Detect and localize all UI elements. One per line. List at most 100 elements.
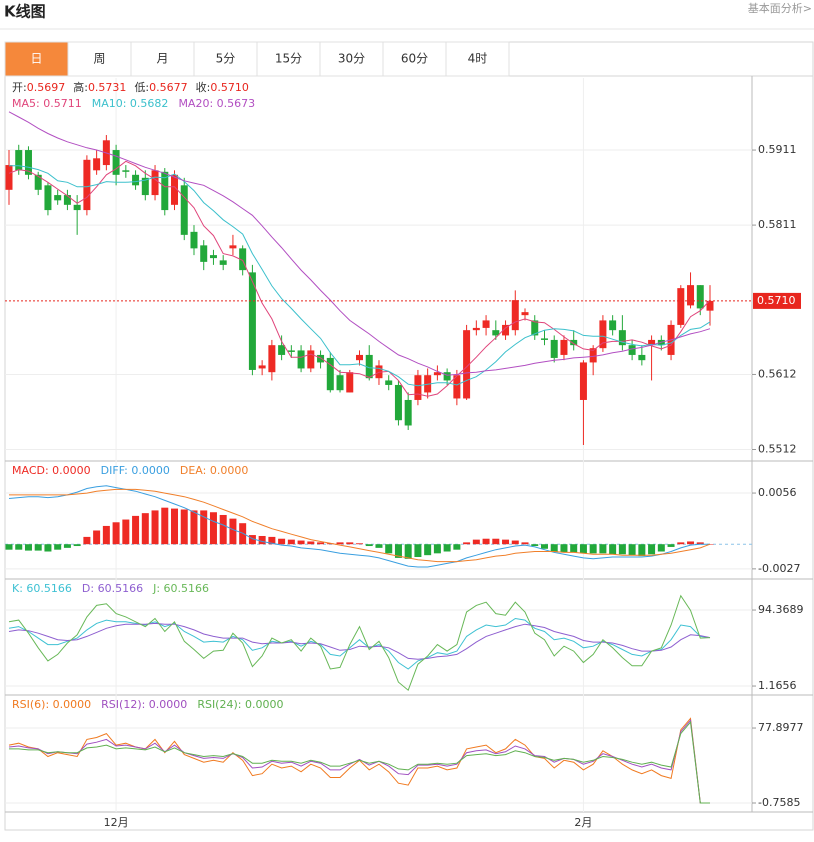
tab[interactable]	[4, 41, 69, 77]
x-tick-label: 12月	[104, 816, 129, 829]
candle-body	[521, 312, 529, 316]
macd-bar	[687, 541, 695, 545]
y-tick-label: 0.5911	[758, 143, 797, 156]
tab-label[interactable]: 4时	[468, 52, 488, 66]
macd-bar	[44, 544, 52, 552]
candle-body	[200, 245, 208, 262]
macd-bar	[258, 535, 266, 545]
legend-entry: DIFF: 0.0000	[101, 464, 170, 477]
tab[interactable]	[445, 41, 510, 77]
macd-bar	[54, 544, 62, 550]
y-tick-label: 0.5612	[758, 367, 797, 380]
candle-body	[132, 174, 140, 186]
macd-bar	[404, 544, 412, 559]
macd-bar	[696, 542, 704, 545]
macd-bar	[297, 540, 305, 545]
macd-bar	[443, 544, 451, 552]
candle-body	[433, 372, 441, 376]
candle-body	[463, 330, 471, 399]
candle-body	[15, 150, 23, 171]
candle-body	[151, 170, 159, 196]
tab[interactable]	[67, 41, 132, 77]
tab-label[interactable]: 月	[156, 52, 168, 66]
candle-body	[141, 177, 149, 196]
candle-body	[54, 195, 62, 201]
candle-body	[404, 399, 412, 426]
macd-bar	[560, 544, 568, 553]
candle-body	[209, 255, 217, 259]
macd-bar	[414, 544, 422, 557]
ohlc-value: 0.5710	[210, 81, 249, 94]
candle-body	[93, 158, 101, 171]
macd-bar	[5, 544, 13, 550]
macd-bar	[375, 544, 383, 548]
indicator-line	[8, 622, 711, 660]
candle-body	[219, 260, 227, 265]
candle-body	[297, 350, 305, 369]
candle-body	[394, 384, 402, 421]
candle-body	[229, 245, 237, 249]
macd-bar	[34, 544, 42, 551]
macd-bar	[618, 544, 626, 555]
candle-body	[161, 171, 169, 211]
candle-body	[317, 354, 325, 363]
candle-body	[268, 345, 276, 373]
candle-body	[63, 195, 71, 205]
macd-bar	[248, 535, 256, 545]
candle-body	[589, 348, 597, 363]
candle-body	[579, 362, 587, 400]
tab-label[interactable]: 30分	[338, 52, 365, 66]
indicator-line	[8, 111, 711, 376]
macd-bar	[628, 544, 636, 556]
ohlc-key: 高:	[73, 80, 88, 94]
y-tick-label: 0.0056	[758, 486, 797, 499]
candle-body	[239, 248, 247, 271]
tab-label[interactable]: 5分	[216, 52, 236, 66]
macd-bar	[93, 530, 101, 545]
legend-entry: K: 60.5166	[12, 582, 72, 595]
macd-bar	[521, 542, 529, 545]
candle-body	[307, 350, 315, 369]
page-title: K线图	[4, 3, 46, 21]
candle-body	[540, 338, 548, 340]
candle-body	[414, 375, 422, 400]
macd-bar	[63, 544, 71, 548]
candle-body	[628, 345, 636, 355]
macd-bar	[531, 544, 539, 547]
candle-body	[34, 174, 42, 190]
macd-bar	[677, 542, 685, 545]
candle-body	[83, 159, 91, 211]
fundamental-link[interactable]: 基本面分析>	[748, 1, 812, 15]
indicator-line	[8, 160, 711, 397]
macd-bar	[424, 544, 432, 556]
macd-bar	[502, 539, 510, 545]
macd-bar	[151, 510, 159, 545]
legend-entry: MA5: 0.5711	[12, 97, 82, 110]
tab-label[interactable]: 日	[30, 52, 42, 66]
tab[interactable]	[256, 41, 321, 77]
candle-body	[112, 150, 120, 175]
legend-entry: RSI(24): 0.0000	[197, 698, 283, 711]
legend-entry: MACD: 0.0000	[12, 464, 91, 477]
macd-bar	[453, 544, 461, 550]
candle-body	[502, 324, 510, 336]
ohlc-value: 0.5677	[149, 81, 188, 94]
tab-label[interactable]: 15分	[275, 52, 302, 66]
macd-bar	[180, 509, 188, 545]
tab-label[interactable]: 60分	[401, 52, 428, 66]
macd-bar	[589, 544, 597, 554]
tab[interactable]	[130, 41, 195, 77]
last-price-label: 0.5710	[757, 294, 796, 307]
macd-bar	[667, 544, 675, 547]
ohlc-value: 0.5731	[88, 81, 127, 94]
macd-bar	[648, 544, 656, 555]
indicator-line	[9, 721, 710, 804]
y-tick-label: 94.3689	[758, 603, 804, 616]
tab-label[interactable]: 周	[93, 52, 105, 66]
ohlc-key: 低:	[134, 81, 149, 94]
candle-body	[560, 339, 568, 355]
candle-body	[609, 320, 617, 331]
candle-body	[599, 320, 607, 349]
legend-entry: RSI(6): 0.0000	[12, 698, 91, 711]
